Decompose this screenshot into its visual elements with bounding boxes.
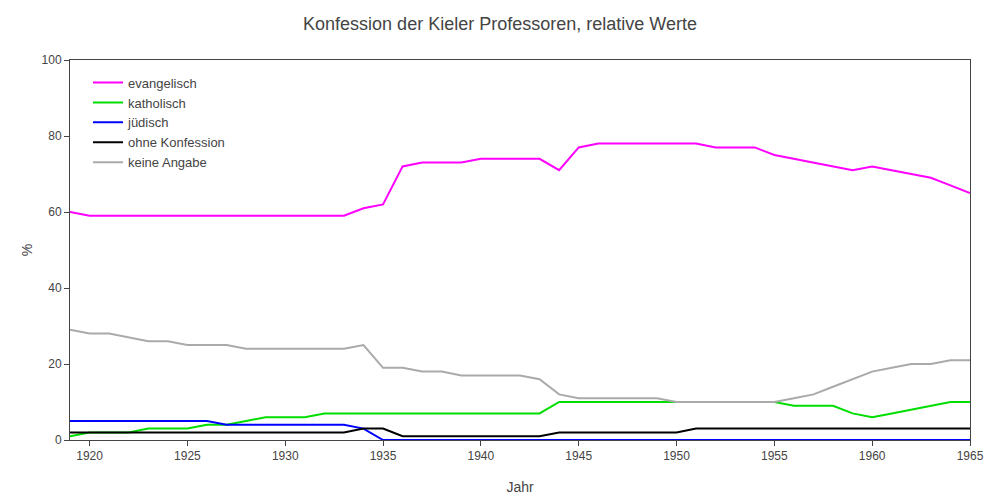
svg-text:40: 40 [48,281,62,295]
svg-text:evangelisch: evangelisch [128,76,197,91]
svg-text:ohne Konfession: ohne Konfession [128,135,225,150]
svg-text:%: % [19,244,35,256]
svg-text:1960: 1960 [859,449,886,463]
svg-text:1945: 1945 [565,449,592,463]
svg-text:Konfession der Kieler Professo: Konfession der Kieler Professoren, relat… [303,14,697,34]
svg-text:60: 60 [48,205,62,219]
svg-text:1955: 1955 [761,449,788,463]
svg-text:jüdisch: jüdisch [127,115,168,130]
svg-text:Jahr: Jahr [506,479,534,495]
svg-text:1920: 1920 [76,449,103,463]
svg-text:1935: 1935 [370,449,397,463]
svg-text:100: 100 [42,53,62,67]
svg-text:80: 80 [48,129,62,143]
svg-text:0: 0 [55,433,62,447]
svg-text:1925: 1925 [174,449,201,463]
svg-text:katholisch: katholisch [128,96,186,111]
svg-text:1940: 1940 [468,449,495,463]
svg-text:20: 20 [48,357,62,371]
svg-text:1950: 1950 [663,449,690,463]
svg-text:1930: 1930 [272,449,299,463]
svg-text:keine Angabe: keine Angabe [128,155,207,170]
svg-text:1965: 1965 [957,449,984,463]
